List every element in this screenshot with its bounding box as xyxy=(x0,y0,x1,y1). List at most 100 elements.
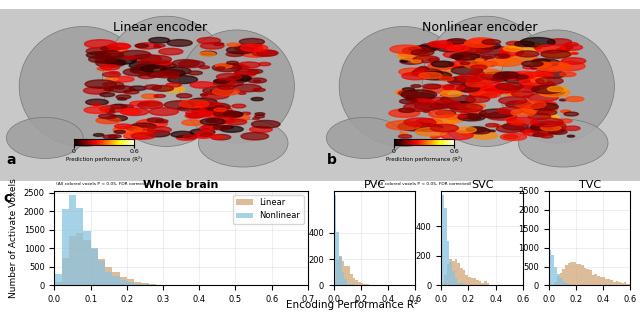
Circle shape xyxy=(431,61,454,67)
Circle shape xyxy=(197,37,221,44)
Circle shape xyxy=(200,52,215,56)
Bar xyxy=(334,282,337,285)
Circle shape xyxy=(215,79,236,85)
Circle shape xyxy=(192,108,220,115)
Circle shape xyxy=(538,88,570,97)
Circle shape xyxy=(516,51,539,57)
Circle shape xyxy=(254,50,270,54)
Circle shape xyxy=(131,67,153,73)
Circle shape xyxy=(204,133,212,135)
Circle shape xyxy=(541,125,561,131)
Circle shape xyxy=(483,83,515,92)
Bar xyxy=(334,195,337,285)
Ellipse shape xyxy=(339,27,467,147)
Text: Linear encoder: Linear encoder xyxy=(113,21,207,34)
Circle shape xyxy=(476,59,484,61)
Circle shape xyxy=(530,62,551,68)
Circle shape xyxy=(124,90,139,94)
Circle shape xyxy=(509,43,543,52)
Ellipse shape xyxy=(518,119,608,167)
Circle shape xyxy=(531,78,547,82)
Bar xyxy=(458,263,460,285)
Circle shape xyxy=(532,121,566,130)
Circle shape xyxy=(105,56,136,64)
Circle shape xyxy=(433,100,461,107)
Circle shape xyxy=(420,66,428,69)
Circle shape xyxy=(536,77,563,85)
Title: Whole brain: Whole brain xyxy=(143,180,219,190)
Circle shape xyxy=(446,102,476,110)
Circle shape xyxy=(486,92,498,95)
Bar xyxy=(575,264,579,285)
Circle shape xyxy=(541,50,571,58)
Circle shape xyxy=(572,52,578,54)
Circle shape xyxy=(415,68,428,72)
Circle shape xyxy=(462,134,471,136)
Circle shape xyxy=(200,51,216,56)
Circle shape xyxy=(486,124,499,127)
Circle shape xyxy=(505,54,538,62)
Bar xyxy=(61,209,69,285)
Bar xyxy=(358,282,360,285)
Circle shape xyxy=(234,84,261,92)
Circle shape xyxy=(564,42,578,46)
Bar xyxy=(454,260,458,285)
Circle shape xyxy=(84,87,110,94)
Circle shape xyxy=(474,63,487,67)
Circle shape xyxy=(250,126,272,133)
Circle shape xyxy=(141,65,166,72)
Bar xyxy=(444,208,447,285)
Bar xyxy=(562,281,565,285)
Bar xyxy=(350,274,353,285)
Circle shape xyxy=(559,99,566,101)
Circle shape xyxy=(129,61,159,70)
Circle shape xyxy=(225,119,246,125)
Circle shape xyxy=(424,70,452,78)
Bar xyxy=(600,277,602,285)
Circle shape xyxy=(402,72,429,80)
Circle shape xyxy=(84,107,109,114)
Circle shape xyxy=(398,90,419,96)
Bar xyxy=(91,248,98,285)
Circle shape xyxy=(107,115,127,121)
Circle shape xyxy=(131,67,143,71)
Circle shape xyxy=(423,85,452,93)
Bar xyxy=(573,262,575,285)
Bar xyxy=(589,270,591,285)
Circle shape xyxy=(227,43,240,46)
Circle shape xyxy=(462,115,477,119)
Circle shape xyxy=(100,46,119,51)
Circle shape xyxy=(503,46,523,51)
Circle shape xyxy=(520,80,555,90)
Circle shape xyxy=(411,60,421,63)
Text: Nonlinear encoder: Nonlinear encoder xyxy=(422,21,538,34)
Circle shape xyxy=(532,59,550,64)
Circle shape xyxy=(482,40,500,44)
Circle shape xyxy=(100,65,120,70)
Circle shape xyxy=(248,78,266,83)
Circle shape xyxy=(170,76,179,78)
Circle shape xyxy=(523,128,554,136)
Circle shape xyxy=(398,122,431,131)
Bar xyxy=(479,281,481,285)
Circle shape xyxy=(413,124,443,131)
Circle shape xyxy=(500,134,527,140)
Circle shape xyxy=(500,55,513,58)
Circle shape xyxy=(154,44,165,47)
Text: b: b xyxy=(326,153,336,167)
Circle shape xyxy=(241,133,269,140)
Circle shape xyxy=(103,135,117,139)
Circle shape xyxy=(189,98,217,106)
Circle shape xyxy=(109,71,119,74)
Circle shape xyxy=(411,99,434,105)
Circle shape xyxy=(130,55,161,63)
Circle shape xyxy=(527,93,559,101)
Circle shape xyxy=(115,124,132,129)
Circle shape xyxy=(468,38,495,45)
Circle shape xyxy=(202,92,229,99)
Circle shape xyxy=(226,52,244,56)
Circle shape xyxy=(118,98,127,100)
Circle shape xyxy=(111,44,129,49)
Circle shape xyxy=(522,96,529,98)
Bar xyxy=(98,261,105,285)
